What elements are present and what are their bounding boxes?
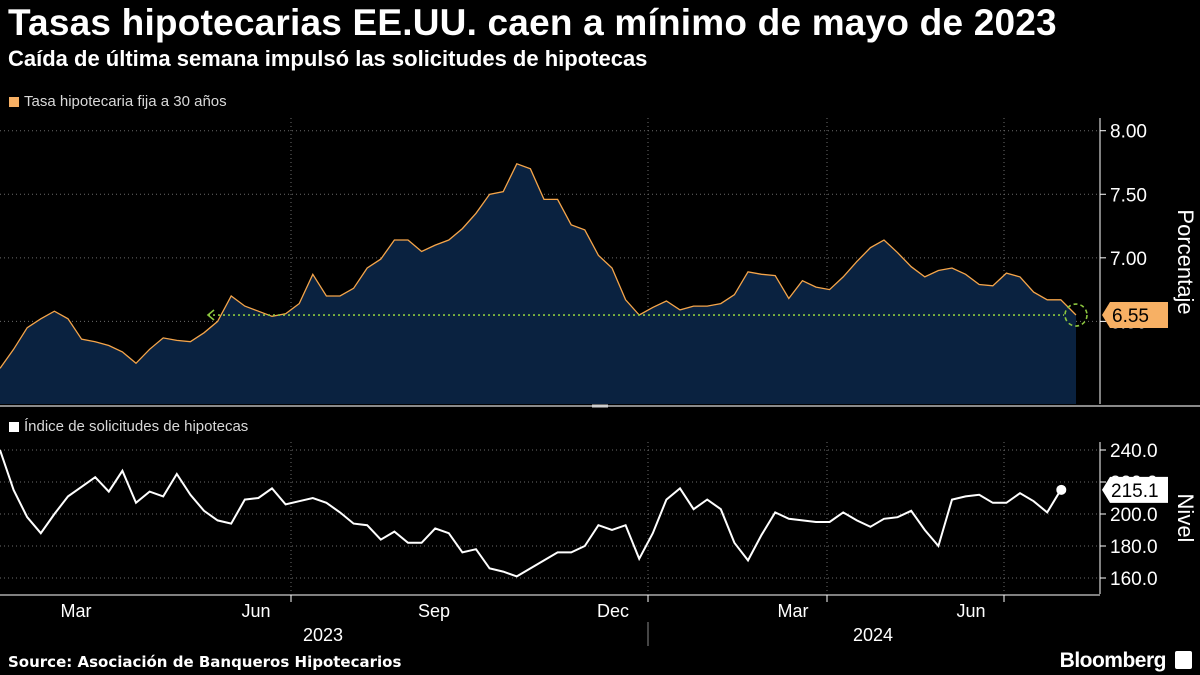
- rate-y-ticks: 8.007.507.006.50: [1100, 122, 1147, 333]
- arrow-head: [206, 309, 215, 321]
- index-ytick-label-0: 240.0: [1110, 441, 1158, 462]
- chart-subtitle: Caída de última semana impulsó las solic…: [8, 46, 648, 71]
- index-last-value: 215.1: [1111, 481, 1159, 502]
- index-line: [0, 449, 1062, 578]
- index-ytick-label-2: 200.0: [1110, 505, 1158, 526]
- index-gridlines: [0, 442, 1100, 594]
- bloomberg-logo: Bloomberg: [1059, 649, 1167, 672]
- min-arrow-annotation: [206, 303, 1088, 327]
- x-year-label-1: 2024: [853, 625, 893, 645]
- index-badge-shape: [1102, 476, 1168, 503]
- rate-area: [0, 163, 1076, 404]
- chart-title: Tasas hipotecarias EE.UU. caen a mínimo …: [8, 2, 1057, 43]
- index-ytick-label-3: 180.0: [1110, 537, 1158, 558]
- rate-ytick-label-2: 7.00: [1110, 249, 1147, 270]
- bloomberg-chart-icon: [1175, 651, 1192, 669]
- source-note: Source: Asociación de Banqueros Hipoteca…: [8, 653, 402, 671]
- x-axis-ticks: Mar Jun Sep Dec Mar Jun 2023 2024: [61, 595, 1005, 645]
- rate-legend-swatch: [9, 96, 19, 107]
- rate-legend-label: Tasa hipotecaria fija a 30 años: [24, 93, 227, 110]
- rate-last-value-badge: 6.55: [1102, 302, 1168, 329]
- x-month-label-1: Jun: [241, 601, 270, 621]
- rate-ytick-label-0: 8.00: [1110, 122, 1147, 143]
- rate-last-value: 6.55: [1112, 306, 1149, 327]
- index-legend: Índice de solicitudes de hipotecas: [9, 418, 248, 435]
- x-month-label-2: Sep: [418, 601, 450, 621]
- rate-line: [0, 162, 1077, 369]
- index-last-point: [1056, 484, 1067, 495]
- rate-y-axis-label: Porcentaje: [1173, 209, 1198, 314]
- index-ytick-label-4: 160.0: [1110, 569, 1158, 590]
- x-month-label-5: Jun: [956, 601, 985, 621]
- index-legend-label: Índice de solicitudes de hipotecas: [24, 418, 249, 435]
- x-month-label-0: Mar: [61, 601, 92, 621]
- x-year-label-0: 2023: [303, 625, 343, 645]
- x-month-label-3: Dec: [597, 601, 629, 621]
- rate-legend: Tasa hipotecaria fija a 30 años: [9, 93, 227, 110]
- last-value-circle: [1064, 303, 1088, 327]
- rate-ytick-label-1: 7.50: [1110, 185, 1147, 206]
- index-legend-swatch: [9, 421, 19, 432]
- rate-badge-shape: [1102, 302, 1168, 329]
- x-month-label-4: Mar: [778, 601, 809, 621]
- index-last-value-badge: 215.1: [1102, 476, 1168, 503]
- index-y-axis-label: Nivel: [1173, 494, 1198, 543]
